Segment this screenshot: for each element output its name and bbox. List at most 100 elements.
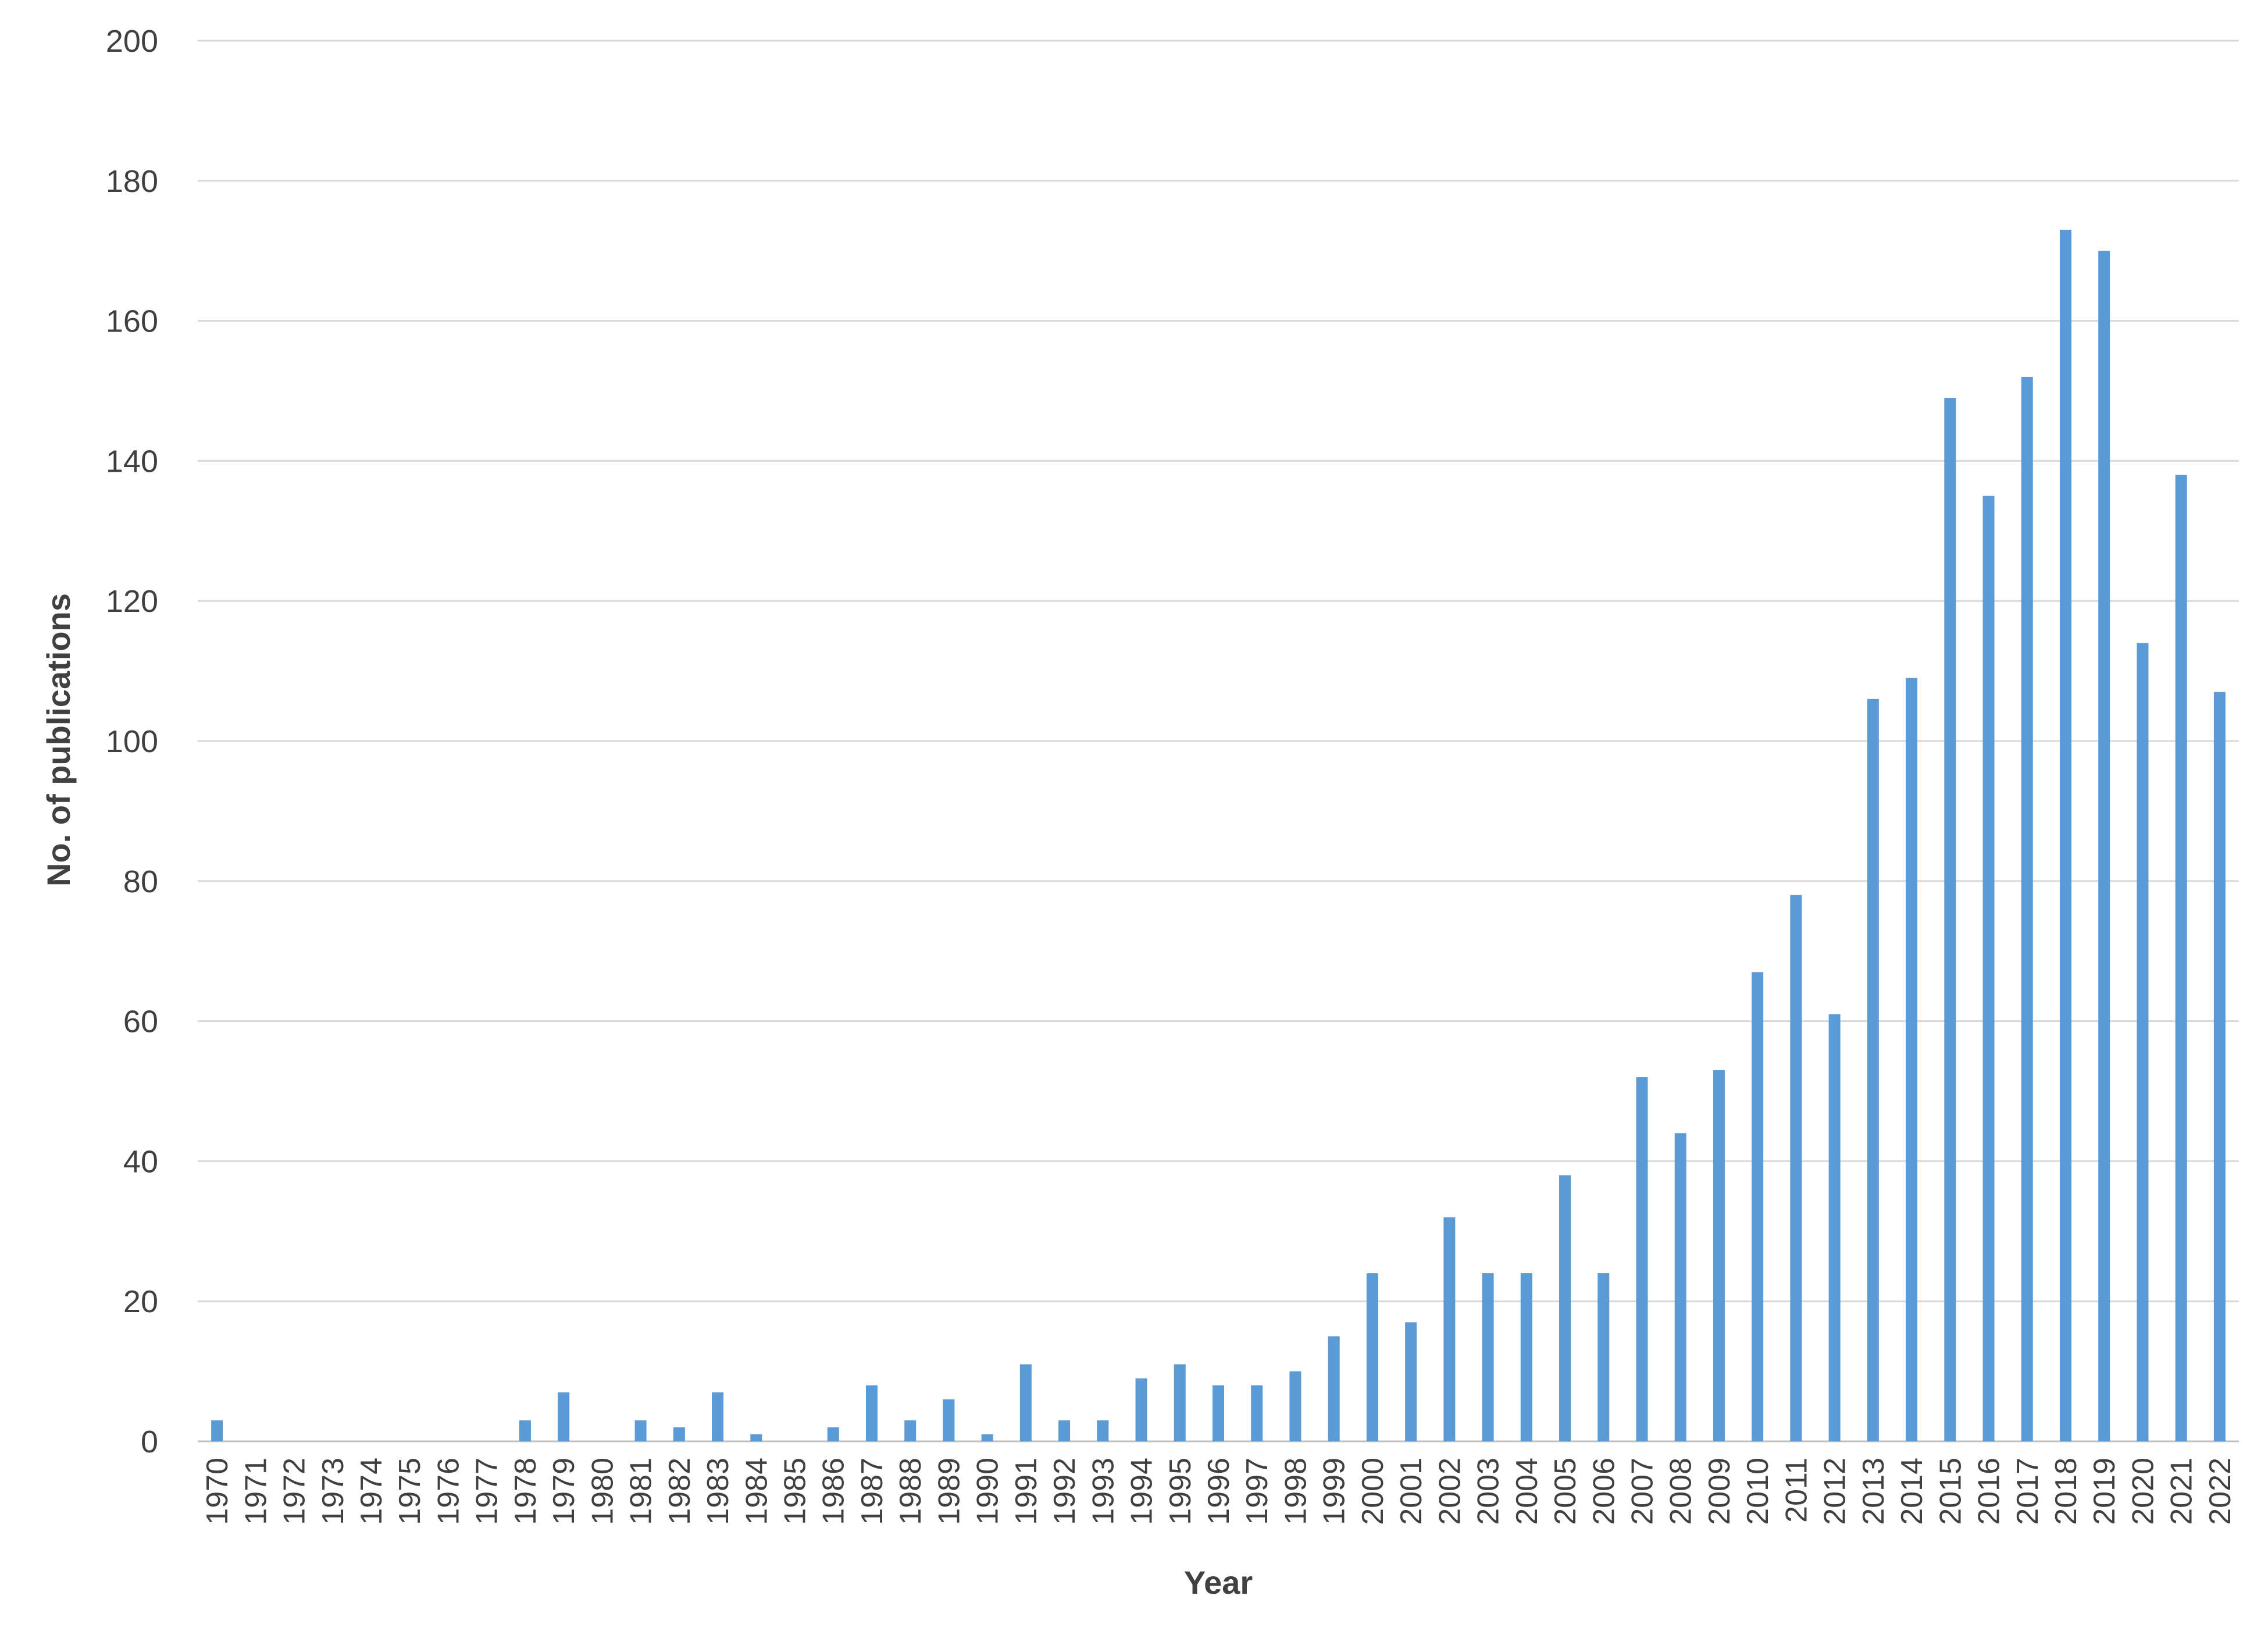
x-tick-label: 2001 bbox=[1395, 1458, 1428, 1525]
bar-1988 bbox=[904, 1420, 917, 1441]
x-tick-label: 1980 bbox=[586, 1458, 619, 1525]
bar-2008 bbox=[1674, 1133, 1686, 1441]
x-tick-label: 1982 bbox=[663, 1458, 697, 1525]
x-tick-label: 1990 bbox=[971, 1458, 1005, 1525]
x-tick-label: 2017 bbox=[2011, 1458, 2045, 1525]
bar-1993 bbox=[1097, 1420, 1109, 1441]
bar-1994 bbox=[1135, 1378, 1147, 1441]
y-tick-label: 100 bbox=[106, 724, 158, 759]
bar-1984 bbox=[750, 1434, 762, 1441]
x-tick-label: 2015 bbox=[1934, 1458, 1967, 1525]
bar-2018 bbox=[2059, 230, 2071, 1441]
x-tick-label: 1973 bbox=[316, 1458, 350, 1525]
bar-2017 bbox=[2021, 376, 2033, 1442]
bar-2004 bbox=[1520, 1273, 1532, 1441]
y-axis-ticks: 0 20 40 60 80 100 120 140 160 180 200 bbox=[106, 24, 158, 1459]
bar-1997 bbox=[1251, 1385, 1263, 1441]
bar-1995 bbox=[1174, 1364, 1186, 1441]
x-tick-label: 1993 bbox=[1086, 1458, 1120, 1525]
x-tick-label: 1972 bbox=[278, 1458, 312, 1525]
y-tick-label: 0 bbox=[141, 1424, 158, 1459]
bar-1987 bbox=[865, 1385, 878, 1441]
bar-2003 bbox=[1482, 1273, 1494, 1441]
x-tick-label: 2021 bbox=[2165, 1458, 2199, 1525]
bar-2019 bbox=[2098, 251, 2110, 1442]
bar-2020 bbox=[2137, 643, 2149, 1441]
x-tick-label: 2022 bbox=[2203, 1458, 2237, 1525]
x-tick-label: 2011 bbox=[1780, 1458, 1813, 1523]
bar-1999 bbox=[1328, 1336, 1340, 1441]
x-tick-label: 1978 bbox=[509, 1458, 543, 1525]
x-tick-label: 1971 bbox=[239, 1458, 273, 1525]
x-tick-label: 1986 bbox=[817, 1458, 851, 1525]
y-tick-label: 20 bbox=[123, 1284, 158, 1319]
y-tick-label: 140 bbox=[106, 444, 158, 479]
y-tick-label: 200 bbox=[106, 24, 158, 59]
bar-2012 bbox=[1828, 1014, 1841, 1441]
x-tick-label: 1984 bbox=[740, 1458, 773, 1525]
x-tick-label: 2012 bbox=[1818, 1458, 1852, 1525]
bar-2013 bbox=[1867, 699, 1879, 1441]
y-tick-label: 120 bbox=[106, 584, 158, 619]
y-tick-label: 60 bbox=[123, 1005, 158, 1039]
x-tick-label: 1998 bbox=[1279, 1458, 1313, 1525]
x-tick-label: 1981 bbox=[625, 1458, 658, 1525]
x-tick-label: 2008 bbox=[1664, 1458, 1698, 1525]
bar-2009 bbox=[1713, 1070, 1725, 1441]
y-tick-label: 80 bbox=[123, 864, 158, 899]
x-tick-label: 2006 bbox=[1587, 1458, 1621, 1525]
x-tick-label: 1989 bbox=[932, 1458, 966, 1525]
x-tick-label: 1999 bbox=[1318, 1458, 1351, 1525]
bar-1981 bbox=[634, 1420, 647, 1441]
x-tick-label: 1992 bbox=[1048, 1458, 1082, 1525]
x-tick-label: 2000 bbox=[1356, 1458, 1390, 1525]
x-tick-label: 1977 bbox=[470, 1458, 504, 1525]
x-tick-label: 1979 bbox=[547, 1458, 581, 1525]
y-axis-title: No. of publications bbox=[40, 593, 77, 886]
bar-1989 bbox=[943, 1399, 955, 1441]
x-tick-label: 2003 bbox=[1472, 1458, 1506, 1525]
x-tick-label: 1970 bbox=[201, 1458, 234, 1525]
bar-1996 bbox=[1213, 1385, 1224, 1441]
x-tick-label: 1996 bbox=[1202, 1458, 1236, 1525]
x-tick-label: 2007 bbox=[1625, 1458, 1659, 1525]
bar-1990 bbox=[981, 1434, 993, 1441]
bar-1986 bbox=[827, 1427, 839, 1441]
bar-2005 bbox=[1559, 1175, 1571, 1441]
bar-2022 bbox=[2213, 692, 2226, 1441]
bar-2015 bbox=[1944, 398, 1956, 1441]
x-tick-label: 2010 bbox=[1741, 1458, 1775, 1525]
x-tick-label: 2014 bbox=[1895, 1458, 1929, 1525]
bars bbox=[211, 230, 2226, 1442]
bar-2002 bbox=[1443, 1217, 1456, 1441]
bar-2000 bbox=[1366, 1273, 1378, 1441]
bar-2011 bbox=[1790, 895, 1802, 1441]
x-tick-label: 2009 bbox=[1703, 1458, 1736, 1525]
x-tick-label: 1997 bbox=[1240, 1458, 1274, 1525]
bar-1978 bbox=[519, 1420, 531, 1441]
gridlines bbox=[198, 40, 2239, 1442]
y-tick-label: 180 bbox=[106, 164, 158, 199]
bar-1992 bbox=[1058, 1420, 1071, 1441]
y-tick-label: 160 bbox=[106, 304, 158, 339]
bar-2016 bbox=[1982, 496, 1995, 1441]
bar-1983 bbox=[712, 1392, 724, 1441]
x-tick-label: 2018 bbox=[2049, 1458, 2083, 1525]
x-tick-label: 1985 bbox=[779, 1458, 812, 1525]
x-tick-label: 1976 bbox=[432, 1458, 465, 1525]
bar-1998 bbox=[1289, 1371, 1301, 1441]
bar-1991 bbox=[1019, 1364, 1032, 1441]
x-axis-title: Year bbox=[1184, 1564, 1253, 1601]
x-tick-label: 2016 bbox=[1973, 1458, 2006, 1525]
x-tick-label: 1988 bbox=[894, 1458, 928, 1525]
x-tick-label: 1991 bbox=[1010, 1458, 1043, 1525]
y-tick-label: 40 bbox=[123, 1144, 158, 1179]
x-tick-label: 1975 bbox=[393, 1458, 427, 1525]
x-tick-label: 2004 bbox=[1510, 1458, 1544, 1525]
x-tick-label: 2013 bbox=[1857, 1458, 1891, 1525]
bar-1970 bbox=[211, 1420, 223, 1441]
x-tick-label: 2002 bbox=[1433, 1458, 1467, 1525]
bar-1982 bbox=[673, 1427, 685, 1441]
bar-2021 bbox=[2175, 475, 2187, 1441]
